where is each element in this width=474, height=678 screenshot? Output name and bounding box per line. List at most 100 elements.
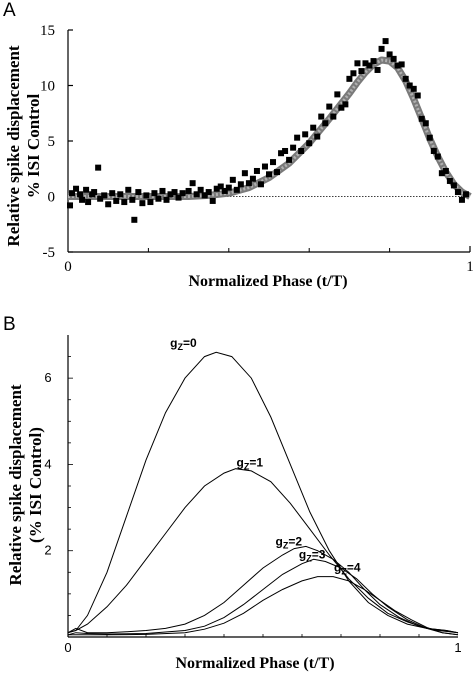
panel-a-data-point (159, 187, 166, 194)
panel-a-data-point (189, 180, 196, 187)
panel-a-data-point (129, 196, 136, 203)
panel-b-axes (67, 335, 458, 638)
panel-a-data-point (209, 197, 216, 204)
panel-a-data-point (185, 187, 192, 194)
panel-b-curve-gz-0 (67, 351, 459, 634)
panel-a-data-point (390, 55, 397, 62)
panel-a-data-point (450, 182, 457, 189)
panel-a-data-point (147, 199, 154, 206)
panel-b-x-tick-label: 1 (454, 640, 461, 655)
panel-b-curve-label: gZ=2 (275, 535, 302, 551)
panel-a-data-point (245, 180, 252, 187)
panel-a-data-point (131, 216, 138, 223)
panel-a-data-point (105, 201, 112, 208)
panel-a-data-point (233, 186, 240, 193)
panel-a-x-tick-label: 1 (466, 259, 474, 275)
panel-a-data-point (249, 175, 256, 182)
panel-a-data-point (286, 156, 293, 163)
panel-a-data-point (342, 101, 349, 108)
panel-a-data-point (282, 147, 289, 154)
panel-b-y-label-line-2: (% ISI Control) (26, 427, 45, 543)
panel-a-data-point (442, 167, 449, 174)
panel-a-data-point (171, 189, 178, 196)
panel-a-x-axis-label: Normalized Phase (t/T) (188, 273, 347, 290)
panel-a-data-point (143, 192, 150, 199)
panel-a-data-point (151, 190, 158, 197)
panel-a-data-point (334, 91, 341, 98)
panel-b-label: B (3, 314, 16, 335)
panel-a-tick-labels: -5 0 5 10 15 0 1 (40, 23, 474, 275)
panel-a-data-point (85, 199, 92, 206)
panel-a-data-point (434, 153, 441, 160)
panel-a-data-point (274, 169, 281, 176)
panel-b-y-tick-label: 2 (44, 543, 51, 558)
panel-a-data-point (410, 85, 417, 92)
panel-a-data-point (354, 60, 361, 67)
panel-a-data-point (406, 82, 413, 89)
panel-a-data-point (418, 115, 425, 122)
panel-a-y-label-line-2: % ISI Control (24, 93, 43, 198)
panel-a-data-point (370, 58, 377, 65)
panel-a-data-point (350, 70, 357, 77)
panel-a-data-point (426, 134, 433, 141)
panel-a-data-point (179, 190, 186, 197)
panel-a-data-point (326, 103, 333, 110)
panel-a-data-point (117, 191, 124, 198)
panel-a-data-point (438, 170, 445, 177)
panel-a-data-point (155, 195, 162, 202)
panel-a-y-tick-label: 0 (48, 190, 56, 206)
panel-a-data-point (346, 75, 353, 82)
panel-b-curve-gz-3 (67, 558, 459, 636)
panel-a-data-point (163, 196, 170, 203)
panel-a-data-point (422, 120, 429, 127)
panel-a-data-point (257, 181, 264, 188)
panel-b-curve-label: gZ=1 (236, 456, 263, 472)
panel-a-data-point (382, 38, 389, 45)
panel-a-data-point (67, 202, 74, 209)
panel-a-data-point (402, 75, 409, 82)
panel-a-data-point (446, 177, 453, 184)
panel-b-curve-gz-2 (67, 545, 459, 634)
panel-b-y-tick-label: 4 (44, 456, 51, 471)
panel-b-y-axis-label: Relative spike displacement (% ISI Contr… (6, 384, 45, 585)
panel-a-data-point (458, 196, 465, 203)
panel-a-data-point (83, 186, 90, 193)
panel-a-data-point (221, 187, 228, 194)
panel-a-fit-curve (68, 56, 472, 200)
panel-a-data-point (298, 147, 305, 154)
panel-a-data-point (358, 68, 365, 75)
panel-a-data-point (205, 189, 212, 196)
panel-a-y-axis-label: Relative spike displacement % ISI Contro… (4, 45, 43, 246)
panel-a-data-point (213, 185, 220, 192)
panel-a-data-point (101, 192, 108, 199)
panel-a-data-point (77, 191, 84, 198)
panel-b-curve-gz-1 (67, 468, 459, 634)
panel-a-data-point (109, 190, 116, 197)
panel-a-data-point (217, 183, 224, 190)
panel-a-data-point (113, 197, 120, 204)
panel-a-label: A (3, 0, 16, 21)
panel-a: A -5 0 5 10 15 0 1 Normalized Phase (t/T) Rela… (3, 0, 474, 290)
panel-a-data-point (414, 92, 421, 99)
panel-a-data-point (394, 62, 401, 69)
panel-b-tick-labels: 2 4 6 0 1 (44, 370, 461, 655)
panel-a-data-point (270, 159, 277, 166)
panel-a-data-point (201, 192, 208, 199)
panel-a-data-point (69, 190, 76, 197)
panel-a-data-point (197, 186, 204, 193)
panel-b-curve-label: gZ=4 (334, 560, 361, 576)
panel-a-data-point (378, 45, 385, 52)
panel-a-data-point (310, 124, 317, 131)
panel-a-data-point (253, 167, 260, 174)
panel-b-curves (67, 351, 459, 636)
panel-a-axes (67, 29, 471, 253)
panel-b-curve-label: gZ=0 (170, 336, 197, 352)
panel-a-data-point (318, 113, 325, 120)
panel-a-data-point (294, 134, 301, 141)
panel-a-data-point (338, 104, 345, 111)
panel-a-data-point (462, 191, 469, 198)
panel-a-data-point (322, 120, 329, 127)
panel-a-data-point (302, 131, 309, 138)
panel-a-y-tick-label: -5 (43, 245, 56, 261)
